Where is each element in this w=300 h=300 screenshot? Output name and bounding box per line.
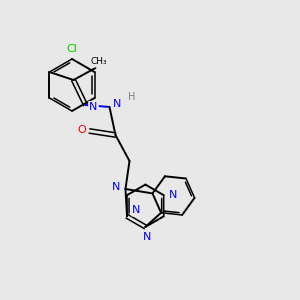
Text: Cl: Cl: [67, 44, 77, 54]
Text: N: N: [113, 99, 122, 109]
Text: N: N: [169, 190, 177, 200]
Text: N: N: [112, 182, 121, 192]
Text: CH₃: CH₃: [90, 58, 107, 67]
Text: O: O: [77, 125, 86, 135]
Text: N: N: [89, 102, 98, 112]
Text: N: N: [143, 232, 152, 242]
Text: H: H: [128, 92, 135, 102]
Text: N: N: [132, 205, 140, 215]
